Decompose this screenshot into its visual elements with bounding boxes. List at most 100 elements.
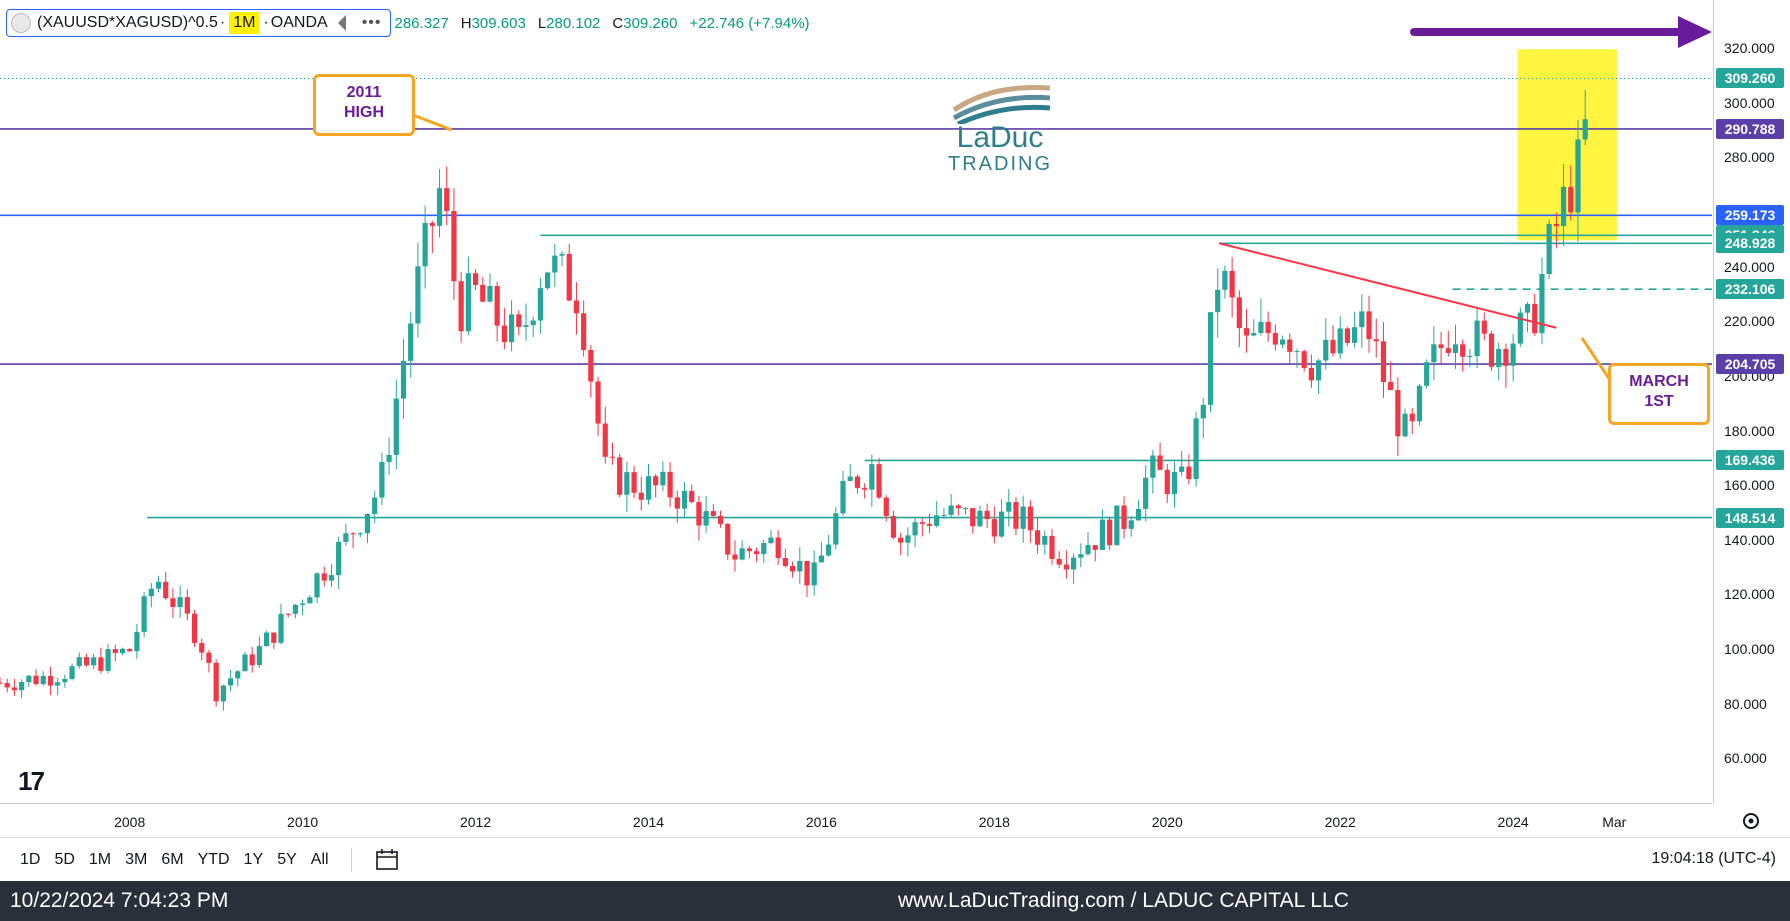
candle-body (1193, 418, 1199, 480)
high-label: H (460, 14, 472, 32)
candle-body (1467, 356, 1473, 358)
candle-body (508, 314, 515, 343)
candle-body (1013, 501, 1019, 529)
candle-body (292, 604, 299, 614)
price-level-tag: 290.788 (1716, 118, 1784, 139)
candle-body (487, 286, 493, 302)
candle-body (1114, 505, 1120, 546)
candle-body (1186, 466, 1192, 480)
logo-brand: LaDuc (956, 121, 1044, 154)
range-button-1m[interactable]: 1M (88, 851, 112, 868)
candle-body (19, 682, 25, 691)
candle-body (1006, 501, 1012, 512)
range-button-1y[interactable]: 1Y (243, 851, 264, 868)
timeframe-label[interactable]: 1M (229, 12, 260, 34)
candle-body (242, 654, 248, 672)
time-axis[interactable]: 2008 2010 2012 2014 2016 2018 2020 2022 2024 Mar (0, 803, 1712, 837)
candle-body (1373, 339, 1379, 342)
candle-body (1517, 312, 1523, 344)
candle-body (1366, 311, 1372, 340)
price-level-tag: 169.436 (1716, 450, 1784, 471)
time-tick-label: Mar (1602, 814, 1627, 830)
candle-body (573, 300, 580, 314)
range-button-6m[interactable]: 6M (161, 851, 184, 868)
candle-body (98, 657, 104, 671)
candle-body (256, 646, 262, 666)
candle-body (1229, 270, 1235, 298)
candle-body (609, 456, 616, 458)
flag-icon[interactable] (337, 15, 346, 31)
price-tick-label: 300.000 (1724, 94, 1775, 111)
range-button-all[interactable]: All (310, 851, 329, 868)
symbol-name[interactable]: (XAUUSD*XAGUSD)^0.5 (37, 14, 218, 31)
candle-body (1452, 344, 1459, 353)
candle-body (62, 678, 68, 683)
candle-body (1157, 455, 1163, 470)
date-range-icon[interactable] (374, 848, 400, 872)
settings-gear-icon[interactable] (1740, 810, 1762, 832)
candle-body (1258, 321, 1264, 334)
candle-body (645, 476, 652, 500)
candle-body (1575, 139, 1581, 213)
candle-body (91, 657, 97, 666)
candle-body (653, 476, 659, 486)
candle-body (789, 566, 796, 572)
candle-body (4, 683, 10, 688)
time-tick-label: 2024 (1497, 814, 1529, 830)
range-button-5y[interactable]: 5Y (277, 851, 297, 868)
symbol-search-box[interactable]: (XAUUSD*XAGUSD)^0.5 · 1M · OANDA ••• (6, 9, 391, 37)
candle-body (105, 649, 111, 671)
candle-body (127, 649, 133, 652)
candle-body (141, 596, 147, 632)
time-tick-label: 2022 (1324, 814, 1356, 830)
high-value: 309.603 (471, 14, 526, 32)
candle-body (1272, 333, 1278, 345)
range-button-1d[interactable]: 1D (20, 851, 41, 868)
candle-body (667, 471, 673, 498)
candle-body (717, 515, 724, 524)
candle-body (934, 515, 940, 526)
candle-body (1568, 186, 1574, 213)
candle-body (840, 480, 846, 514)
candle-body (1027, 506, 1033, 531)
close-value: 309.260 (623, 14, 678, 32)
price-level-tag: 248.928 (1716, 233, 1784, 254)
candle-body (818, 555, 825, 563)
candle-body (119, 649, 126, 654)
candle-body (566, 253, 572, 301)
candle-body (1510, 343, 1516, 366)
candle-body (148, 588, 154, 597)
candle-body (1150, 455, 1156, 478)
candle-body (155, 581, 162, 589)
range-button-ytd[interactable]: YTD (197, 851, 230, 868)
arrow-annotation (1410, 16, 1712, 48)
chart-area[interactable] (0, 0, 1712, 803)
candle-body (905, 535, 911, 543)
candle-body (0, 682, 3, 684)
exchange-label: OANDA (270, 14, 328, 31)
candle-body (1315, 360, 1322, 381)
candle-body (1395, 389, 1401, 437)
clock[interactable]: 19:04:18 (UTC-4) (1651, 850, 1777, 867)
callout-march-1st: MARCH 1ST (1608, 363, 1710, 425)
tradingview-logo[interactable]: 17 (18, 766, 45, 796)
candle-body (775, 537, 781, 558)
candle-body (1416, 385, 1423, 422)
time-tick-label: 2018 (978, 814, 1010, 830)
range-button-5d[interactable]: 5D (54, 851, 75, 868)
price-tick-label: 100.000 (1724, 641, 1775, 658)
range-button-3m[interactable]: 3M (125, 851, 148, 868)
candle-body (581, 313, 587, 350)
candle-body (436, 188, 443, 226)
price-tick-label: 320.000 (1724, 40, 1775, 57)
candle-body (1582, 119, 1588, 140)
candle-body (941, 514, 947, 516)
candle-body (638, 492, 644, 500)
candle-body (69, 666, 75, 679)
candle-body (1243, 328, 1250, 336)
candle-body (530, 320, 536, 326)
price-chart[interactable] (0, 0, 1712, 803)
candle-body (1121, 505, 1127, 529)
more-icon[interactable]: ••• (361, 14, 382, 31)
candle-body (1323, 339, 1329, 361)
